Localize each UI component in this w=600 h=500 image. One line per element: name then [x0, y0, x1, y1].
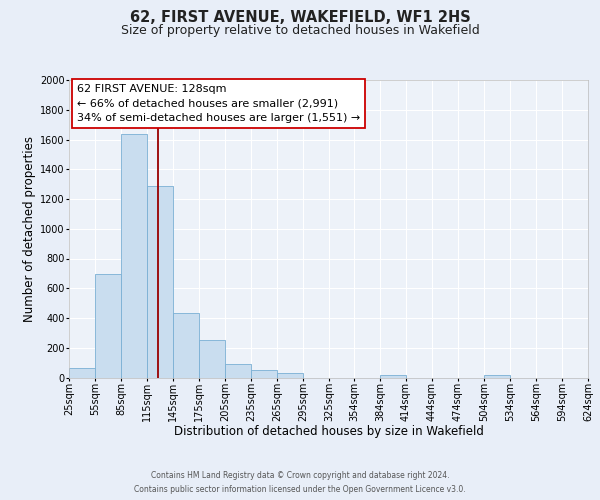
Bar — [484, 376, 510, 378]
Text: Size of property relative to detached houses in Wakefield: Size of property relative to detached ho… — [121, 24, 479, 37]
Bar — [69, 368, 95, 378]
X-axis label: Distribution of detached houses by size in Wakefield: Distribution of detached houses by size … — [173, 425, 484, 438]
Bar — [173, 313, 199, 378]
Y-axis label: Number of detached properties: Number of detached properties — [23, 136, 36, 322]
Text: 62, FIRST AVENUE, WAKEFIELD, WF1 2HS: 62, FIRST AVENUE, WAKEFIELD, WF1 2HS — [130, 10, 470, 25]
Bar — [95, 274, 121, 378]
Text: Contains HM Land Registry data © Crown copyright and database right 2024.
Contai: Contains HM Land Registry data © Crown c… — [134, 472, 466, 494]
Bar — [277, 373, 303, 378]
Bar — [147, 186, 173, 378]
Bar — [225, 364, 251, 378]
Text: 62 FIRST AVENUE: 128sqm
← 66% of detached houses are smaller (2,991)
34% of semi: 62 FIRST AVENUE: 128sqm ← 66% of detache… — [77, 84, 360, 124]
Bar — [121, 134, 147, 378]
Bar — [251, 370, 277, 378]
Bar — [380, 376, 406, 378]
Bar — [199, 340, 225, 378]
